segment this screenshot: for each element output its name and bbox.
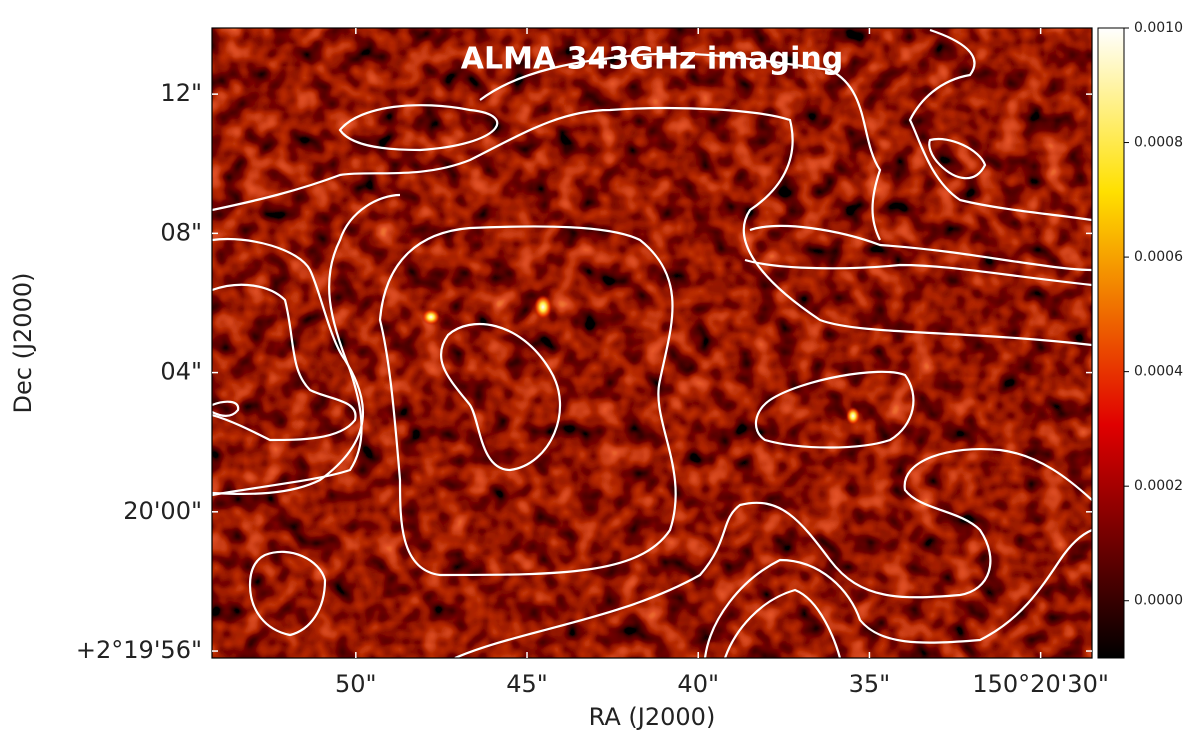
chart-title: ALMA 343GHz imaging [461, 42, 844, 77]
contour [749, 224, 1092, 272]
x-tick-label: 50" [335, 670, 377, 698]
y-tick-label: 04" [160, 358, 202, 386]
contour [212, 106, 1092, 347]
contour [212, 238, 365, 496]
y-tick-label: +2°19'56" [76, 636, 202, 664]
y-axis-label: Dec (J2000) [9, 273, 37, 414]
source [846, 407, 860, 425]
image [212, 28, 1092, 658]
x-tick-label: 150°20'30" [972, 670, 1109, 698]
contour [723, 588, 842, 658]
colorbar [1097, 27, 1125, 659]
colorbar-tick-label: 0.0002 [1134, 478, 1183, 494]
contour [212, 283, 357, 442]
contour [248, 550, 327, 637]
colorbar-tick-label: 0.0010 [1134, 20, 1183, 36]
contour [454, 448, 1092, 658]
y-tick-label: 08" [160, 218, 202, 246]
source [534, 295, 552, 319]
contour [744, 258, 1092, 287]
colorbar-tick-label: 0.0004 [1134, 364, 1183, 380]
y-tick-label: 20'00" [123, 497, 202, 525]
colorbar-tick-label: 0.0000 [1134, 593, 1183, 609]
x-tick-label: 40" [677, 670, 719, 698]
source [422, 309, 440, 325]
x-axis-label: RA (J2000) [589, 703, 716, 731]
flux-map [212, 28, 1092, 658]
contour [754, 370, 915, 449]
contour [479, 52, 882, 241]
contour [703, 528, 1092, 658]
contour [212, 400, 240, 417]
contour [908, 28, 1092, 222]
contour [439, 322, 561, 472]
x-tick-label: 35" [849, 670, 891, 698]
contour [928, 137, 987, 180]
axes-frame [211, 27, 1093, 659]
y-tick-label: 12" [160, 79, 202, 107]
contours [212, 28, 1092, 658]
x-tick-label: 45" [506, 670, 548, 698]
colorbar-tick-label: 0.0008 [1134, 135, 1183, 151]
colorbar-tick-label: 0.0006 [1134, 249, 1183, 265]
contour [338, 104, 499, 152]
contour [378, 225, 677, 577]
